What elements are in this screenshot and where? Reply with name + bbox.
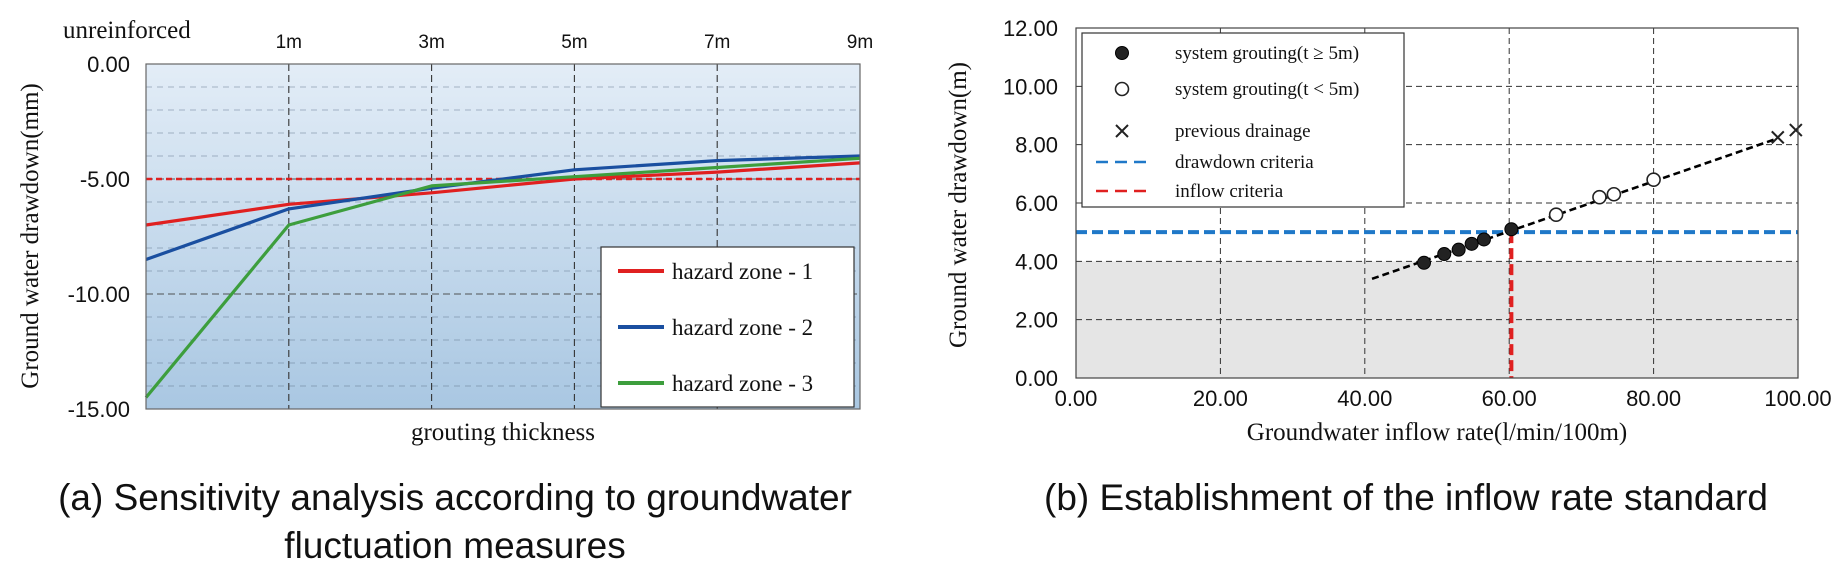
chart-b-legend: system grouting(t ≥ 5m) system grouting(t… <box>1081 32 1405 208</box>
chart-b-point-open-circle <box>1606 186 1622 202</box>
chart-a-y-tick-label: 0.00 <box>87 52 130 77</box>
chart-b-legend-label: system grouting(t < 5m) <box>1175 79 1359 100</box>
chart-b-x-axis-title: Groundwater inflow rate(l/min/100m) <box>1247 419 1627 446</box>
chart-a: 1m 3m 5m 7m 9m 0.00 -5.00 -10.00 -15.00 unreinfo… <box>17 17 873 446</box>
chart-a-legend-label: hazard zone - 3 <box>672 371 813 396</box>
chart-b-point-filled-circle <box>1464 236 1479 251</box>
caption-a-line-2: fluctuation measures <box>284 525 625 566</box>
chart-a-y-axis-title: Ground water drawdown(mm) <box>17 83 44 388</box>
chart-b-point-filled-circle <box>1504 222 1519 237</box>
chart-b-legend-label: drawdown criteria <box>1175 152 1314 173</box>
chart-a-tick-labels: 1m 3m 5m 7m 9m 0.00 -5.00 -10.00 -15.00 <box>68 32 874 422</box>
chart-b-legend-marker <box>1114 81 1130 97</box>
chart-a-top-tick-label: 1m <box>276 32 302 53</box>
chart-a-series-line-2 <box>145 154 861 262</box>
chart-b-x-tick-label: 20.00 <box>1193 386 1248 411</box>
chart-b-legend-label: inflow criteria <box>1175 181 1284 202</box>
chart-a-legend: hazard zone - 1 hazard zone - 2 hazard zon… <box>600 246 855 408</box>
chart-b-y-tick-label: 10.00 <box>1003 74 1058 99</box>
chart-b-y-tick-label: 6.00 <box>1015 191 1058 216</box>
chart-a-top-tick-label: 3m <box>418 32 444 53</box>
chart-b-point-cross <box>1771 130 1785 145</box>
chart-b-point-filled-circle <box>1476 232 1491 247</box>
chart-a-top-tick-label: 5m <box>561 32 587 53</box>
chart-b-trend <box>1371 137 1777 281</box>
chart-b-legend-label: previous drainage <box>1175 121 1311 142</box>
chart-a-unreinforced-label: unreinforced <box>63 17 191 44</box>
chart-a-legend-label: hazard zone - 1 <box>672 259 813 284</box>
chart-b-y-tick-label: 8.00 <box>1015 133 1058 158</box>
chart-b-point-open-circle <box>1592 189 1607 205</box>
chart-b-y-tick-label: 2.00 <box>1015 308 1058 333</box>
chart-b-point-open-circle <box>1548 207 1564 222</box>
chart-b-y-tick-label: 4.00 <box>1015 249 1058 274</box>
chart-b-criteria-lines <box>1076 230 1798 378</box>
chart-b-x-tick-label: 100.00 <box>1764 386 1831 411</box>
chart-b-y-tick-label: 0.00 <box>1015 366 1058 391</box>
chart-b-y-axis-title: Ground water drawdown(m) <box>945 62 972 348</box>
chart-b-legend-label: system grouting(t ≥ 5m) <box>1175 43 1359 64</box>
chart-b-tick-labels: 0.00 2.00 4.00 6.00 8.00 10.00 12.00 0.00 20.00 4… <box>1003 16 1832 411</box>
chart-b-trend-line <box>1371 137 1777 281</box>
chart-b-frame <box>1075 27 1799 379</box>
chart-a-frame <box>145 63 861 410</box>
chart-b-point-open-circle <box>1646 172 1661 187</box>
caption-b: (b) Establishment of the inflow rate sta… <box>1044 477 1768 518</box>
caption-a-line-1: (a) Sensitivity analysis according to gr… <box>58 477 852 518</box>
chart-b-point-filled-circle <box>1417 255 1432 270</box>
chart-a-y-tick-label: -15.00 <box>68 397 130 422</box>
chart-b-data-points <box>1417 123 1803 270</box>
chart-a-top-tick-label: 9m <box>847 32 873 53</box>
chart-b-point-filled-circle <box>1451 242 1466 257</box>
chart-b-point-cross <box>1789 123 1803 137</box>
chart-a-series-line-3 <box>144 156 861 399</box>
chart-b-y-tick-label: 12.00 <box>1003 16 1058 41</box>
chart-b: 0.00 2.00 4.00 6.00 8.00 10.00 12.00 0.00 20.00 4… <box>945 16 1832 446</box>
chart-b-legend-marker <box>1115 46 1129 60</box>
chart-a-series-line-1 <box>145 161 861 227</box>
chart-b-legend-marker <box>1115 124 1129 138</box>
chart-b-x-tick-label: 40.00 <box>1337 386 1392 411</box>
chart-a-legend-label: hazard zone - 2 <box>672 315 813 340</box>
chart-b-legend-box <box>1081 32 1405 208</box>
chart-b-x-tick-label: 60.00 <box>1482 386 1537 411</box>
chart-b-x-tick-label: 0.00 <box>1055 386 1098 411</box>
chart-a-y-tick-label: -10.00 <box>68 282 130 307</box>
chart-a-y-tick-label: -5.00 <box>80 167 130 192</box>
chart-a-series-lines <box>144 154 861 399</box>
chart-b-x-tick-label: 80.00 <box>1626 386 1681 411</box>
chart-a-x-axis-title: grouting thickness <box>411 419 595 446</box>
chart-a-top-tick-label: 7m <box>704 32 730 53</box>
chart-b-point-filled-circle <box>1437 247 1452 262</box>
